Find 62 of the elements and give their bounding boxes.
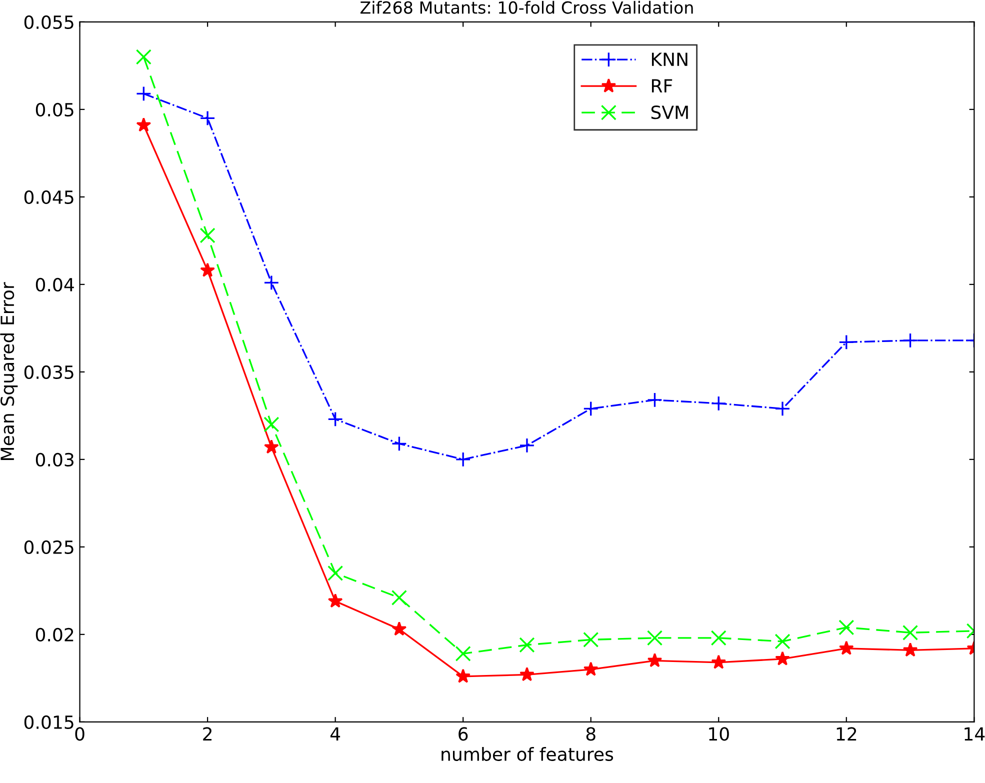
point [710,396,726,412]
x-tick-label: 0 [75,727,84,741]
point [328,411,344,427]
point [774,634,790,650]
y-tick-label: 0.055 [24,15,74,30]
y-tick-label: 0.015 [24,715,74,730]
y-tick-label: 0.02 [36,628,74,642]
point [583,632,599,648]
x-tick-label: 6 [458,727,468,741]
point [455,452,471,468]
legend-label: RF [652,79,672,92]
legend-label: SVM [651,105,688,120]
point [519,438,535,454]
point [136,86,152,102]
point [264,274,280,290]
x-axis-title: number of features [442,747,614,762]
point [583,662,598,676]
x-tick-label: 12 [836,727,856,741]
point [328,565,344,581]
point [838,640,854,655]
point [456,668,471,683]
x-tick-label: 14 [964,727,985,741]
point [136,117,152,132]
point [902,642,918,657]
x-tick-label: 4 [330,727,340,741]
point [455,646,471,662]
point [646,630,663,646]
x-tick-label: 10 [709,727,729,741]
x-tick-label: 2 [203,727,212,741]
point [328,593,343,608]
point [264,439,279,454]
point [391,436,407,452]
point [838,620,854,636]
point [200,228,216,244]
point [646,392,663,408]
y-tick-label: 0.035 [24,365,74,380]
y-tick-label: 0.045 [24,190,74,204]
point [391,590,407,606]
chart-title: Zif268 Mutants: 10-fold Cross Validation [360,0,693,14]
y-tick-label: 0.04 [36,278,74,292]
point [519,637,535,653]
point [647,652,662,668]
point [520,666,534,682]
point [902,332,918,348]
point [200,110,216,126]
legend-label: KNN [652,52,688,66]
point [392,621,407,636]
point [775,651,790,666]
point [264,416,280,432]
point [711,654,726,669]
y-tick-label: 0.025 [24,540,74,554]
point [902,624,918,640]
x-tick-label: 8 [586,727,596,741]
point [838,334,854,350]
y-tick-label: 0.03 [36,452,74,467]
y-axis-title: Mean Squared Error [0,282,18,460]
y-tick-label: 0.05 [36,102,74,117]
point [710,630,726,646]
point [774,400,790,416]
point [136,49,152,65]
point [200,262,215,277]
point [583,400,599,416]
